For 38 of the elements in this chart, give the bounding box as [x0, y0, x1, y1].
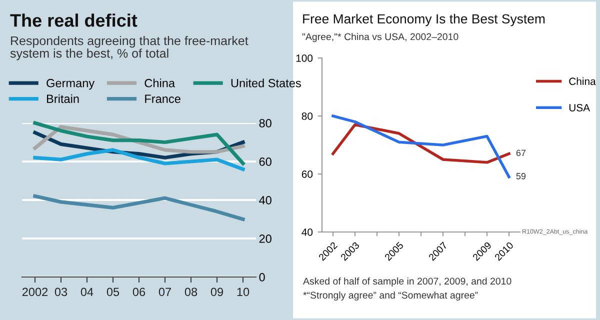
x-tick-label: 2002	[22, 288, 48, 296]
x-tick-label: 06	[132, 288, 146, 296]
y-tick-label: 80	[259, 119, 272, 128]
legend-label: Britain	[47, 94, 79, 104]
line-series	[33, 148, 245, 172]
legend-label: China	[144, 78, 176, 88]
line-series	[33, 121, 245, 166]
y-tick-label: 40	[259, 196, 272, 204]
x-tick-label: 05	[106, 288, 120, 296]
y-tick-label: 100	[296, 54, 313, 62]
chart-subtitle: Respondents agreeing that the free-market system is the best, % of total	[10, 36, 248, 60]
x-tick-label: 08	[184, 288, 198, 296]
y-tick-label: 20	[259, 234, 272, 243]
x-tick-label: 07	[158, 288, 171, 296]
text: Asked of half of sample in 2007, 2009, and 2010	[303, 277, 512, 287]
chart-title: The real deficit	[10, 14, 138, 27]
legend-label: China	[569, 77, 596, 86]
legend-label: France	[145, 94, 180, 104]
y-tick-label: 60	[302, 170, 313, 178]
data-label: 59	[516, 172, 526, 180]
y-tick-label: 40	[302, 228, 313, 236]
x-tick-label: 09	[210, 288, 224, 296]
y-tick-label: 0	[259, 273, 265, 282]
legend-label: USA	[569, 104, 590, 112]
text: *“Strongly agree” and “Somewhat agree”	[303, 291, 478, 301]
line-series	[33, 194, 245, 222]
x-tick-label: 10	[237, 288, 250, 296]
line-series	[33, 125, 245, 154]
chart-title: Free Market Economy Is the Best System	[303, 14, 545, 26]
y-tick-label: 80	[302, 112, 313, 120]
data-label: 67	[516, 150, 526, 156]
y-tick-label: 60	[259, 158, 272, 166]
x-tick-label: 03	[54, 288, 68, 296]
chart-subtitle: "Agree,"* China vs USA, 2002–2010	[302, 33, 458, 42]
x-tick-label: 04	[80, 288, 94, 296]
legend-label: United States	[231, 78, 301, 88]
line-series	[332, 114, 510, 178]
legend-label: Germany	[46, 78, 95, 90]
